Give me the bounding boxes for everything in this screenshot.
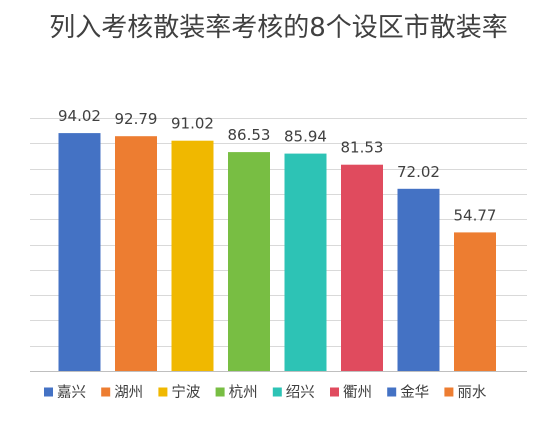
- grid-layer: [30, 118, 527, 372]
- chart-title: 列入考核散装率考核的8个设区市散装率: [49, 13, 508, 43]
- bar-8: [454, 232, 496, 371]
- legend-swatch-4: [215, 387, 225, 397]
- data-label-5: 85.94: [284, 128, 327, 146]
- legend-swatch-5: [272, 387, 282, 397]
- bar-6: [341, 164, 383, 371]
- bar-5: [284, 153, 327, 371]
- legend-label-7: 金华: [400, 384, 429, 401]
- data-labels-layer: 94.02 92.79 91.02 86.53 85.94 81.53 72.02 54.77: [58, 107, 496, 224]
- legend-label-1: 嘉兴: [57, 384, 86, 401]
- data-label-1: 94.02: [58, 107, 101, 125]
- bar-3: [171, 140, 214, 371]
- legend-label-6: 衢州: [343, 384, 372, 401]
- bar-1: [58, 133, 101, 371]
- bar-2: [115, 136, 157, 371]
- legend-label-8: 丽水: [457, 384, 486, 401]
- legend-swatch-3: [158, 387, 168, 397]
- legend-swatch-7: [387, 387, 397, 397]
- data-label-3: 91.02: [171, 115, 214, 133]
- data-label-7: 72.02: [397, 163, 440, 181]
- legend-swatch-2: [101, 387, 111, 397]
- legend-label-4: 杭州: [229, 384, 258, 401]
- legend-swatch-6: [330, 387, 339, 397]
- bar-4: [228, 152, 270, 371]
- legend-label-3: 宁波: [171, 384, 200, 401]
- legend-swatch-1: [44, 387, 53, 397]
- legend-swatch-8: [444, 387, 454, 397]
- bar-7: [397, 188, 440, 371]
- data-label-8: 54.77: [454, 206, 497, 224]
- data-label-2: 92.79: [115, 110, 158, 128]
- data-label-6: 81.53: [341, 139, 384, 157]
- bars-layer: [58, 133, 496, 371]
- legend-label-5: 绍兴: [286, 384, 315, 401]
- data-label-4: 86.53: [228, 126, 271, 144]
- legend-label-2: 湖州: [114, 384, 143, 401]
- legend: 嘉兴 湖州 宁波 杭州 绍兴 衢州 金华 丽水: [44, 384, 487, 401]
